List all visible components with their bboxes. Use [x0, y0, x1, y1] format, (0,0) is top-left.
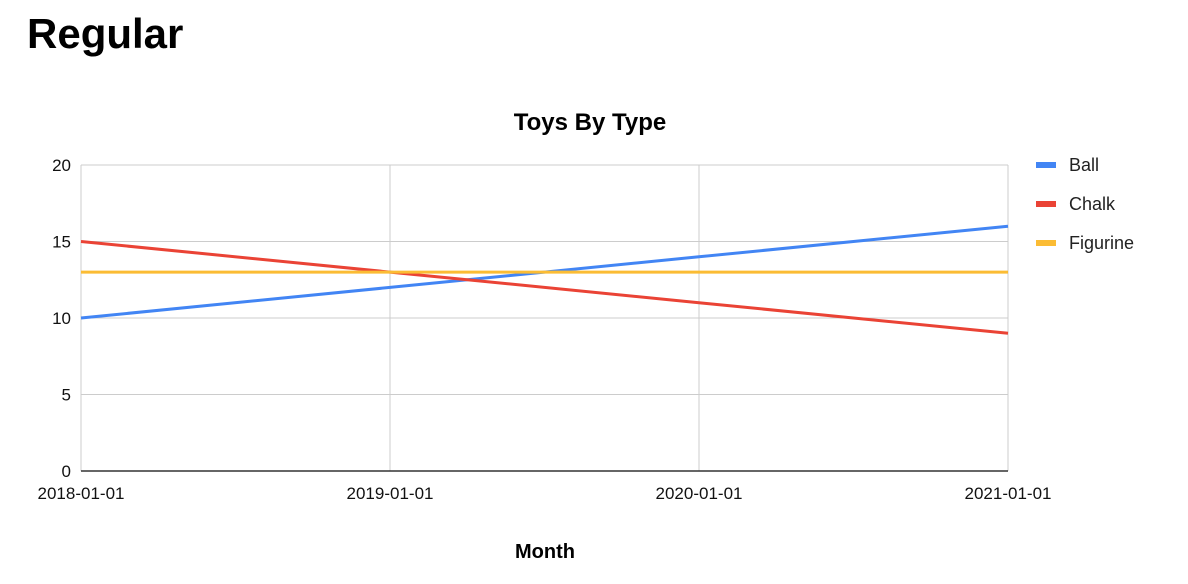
- legend-swatch-figurine: [1036, 240, 1056, 246]
- legend-label-figurine: Figurine: [1069, 233, 1134, 253]
- y-tick-label: 0: [62, 462, 71, 481]
- page-heading: Regular: [27, 10, 184, 57]
- axes: 0 5 10 15 20 2018-01-01 2019-01-01 2020-01-01 20…: [38, 156, 1052, 503]
- legend-swatch-ball: [1036, 162, 1056, 168]
- x-tick-label: 2021-01-01: [965, 484, 1052, 503]
- y-tick-label: 20: [52, 156, 71, 175]
- legend: Ball Chalk Figurine: [1036, 155, 1134, 253]
- legend-label-ball: Ball: [1069, 155, 1099, 175]
- y-tick-label: 5: [62, 386, 71, 405]
- chart-title: Toys By Type: [514, 109, 666, 136]
- x-tick-label: 2018-01-01: [38, 484, 125, 503]
- x-tick-label: 2019-01-01: [347, 484, 434, 503]
- legend-label-chalk: Chalk: [1069, 194, 1116, 214]
- x-tick-label: 2020-01-01: [656, 484, 743, 503]
- y-tick-label: 10: [52, 309, 71, 328]
- legend-swatch-chalk: [1036, 201, 1056, 207]
- grid: [80, 164, 1009, 471]
- x-axis-title: Month: [515, 541, 575, 563]
- y-tick-label: 15: [52, 233, 71, 252]
- series-lines: [80, 224, 1009, 335]
- series-line-chalk: [80, 240, 1009, 335]
